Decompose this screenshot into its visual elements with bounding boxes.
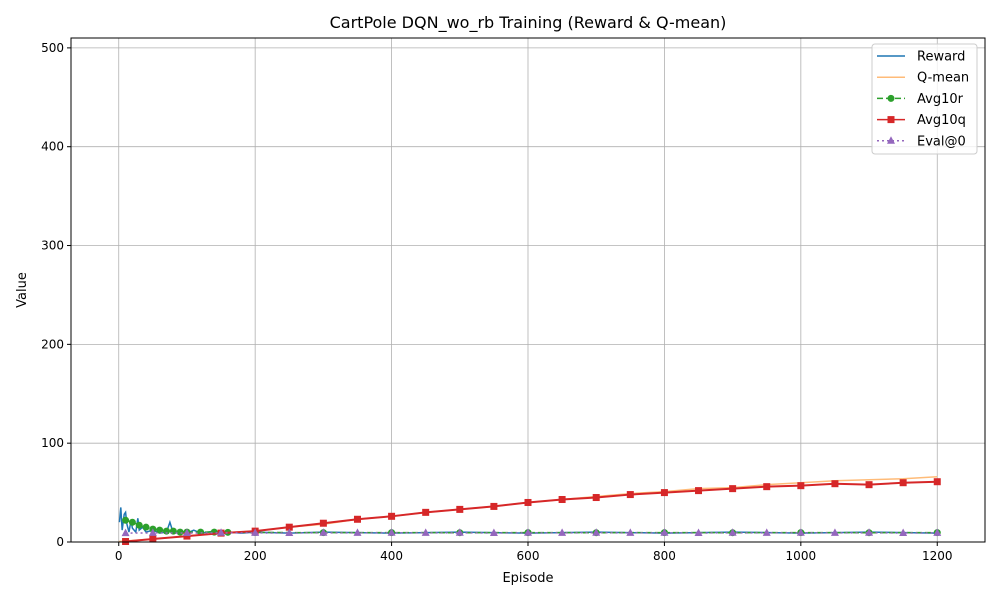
data-point-avg10q: [899, 479, 907, 487]
data-point-eval-0: [387, 528, 396, 536]
data-point-eval-0: [694, 528, 703, 537]
data-point-avg10r: [142, 523, 150, 531]
data-point-avg10r: [156, 526, 164, 534]
data-point-avg10q: [558, 496, 566, 504]
data-point-avg10q: [933, 478, 941, 486]
grid: [71, 38, 985, 543]
data-point-eval-0: [830, 528, 839, 536]
data-point-avg10q: [763, 483, 771, 491]
x-tick-label: 800: [653, 549, 676, 563]
data-point-eval-0: [353, 528, 362, 536]
legend: Reward Q-mean Avg10r Avg10q Eval@0: [871, 43, 978, 155]
x-tick-label: 1000: [786, 549, 817, 563]
data-point-avg10r: [162, 527, 170, 535]
y-axis-label: Value: [15, 272, 30, 308]
data-point-eval-0: [728, 528, 737, 536]
data-point-avg10q: [831, 480, 839, 488]
data-point-eval-0: [899, 528, 908, 537]
data-point-avg10r: [128, 518, 136, 526]
data-point-avg10r: [122, 516, 130, 524]
data-point-avg10q: [695, 487, 703, 495]
legend-item-q-mean: Q-mean: [877, 71, 969, 86]
legend-marker: [887, 94, 895, 102]
data-point-avg10q: [524, 498, 532, 506]
y-tick-label: 100: [41, 436, 64, 450]
y-tick-label: 0: [56, 535, 64, 549]
data-point-avg10q: [422, 508, 430, 516]
y-tick-label: 500: [41, 41, 64, 55]
data-point-eval-0: [489, 528, 498, 537]
data-point-avg10q: [626, 491, 634, 499]
data-point-eval-0: [865, 528, 874, 536]
y-tick-label: 300: [41, 239, 64, 253]
x-tick-label: 400: [380, 549, 403, 563]
legend-label: Q-mean: [917, 71, 969, 86]
data-point-avg10q: [319, 519, 327, 527]
data-point-avg10q: [353, 515, 361, 523]
legend-item-eval-0: Eval@0: [877, 134, 966, 149]
data-point-eval-0: [148, 528, 157, 536]
x-tick-label: 600: [517, 549, 540, 563]
data-point-avg10q: [865, 481, 873, 489]
legend-box: [871, 43, 978, 155]
legend-label: Reward: [917, 50, 965, 65]
data-point-eval-0: [421, 528, 430, 536]
chart-title: CartPole DQN_wo_rb Training (Reward & Q-…: [330, 13, 727, 33]
data-point-eval-0: [762, 528, 771, 536]
data-point-eval-0: [796, 528, 805, 536]
x-tick-label: 0: [115, 549, 123, 563]
x-tick-label: 1200: [922, 549, 953, 563]
data-point-avg10r: [176, 528, 184, 536]
plot-content: [118, 476, 942, 546]
data-point-eval-0: [182, 528, 191, 537]
y-tick-label: 200: [41, 337, 64, 351]
data-point-eval-0: [558, 528, 567, 536]
data-point-avg10q: [592, 494, 600, 502]
ticks: 0 200 400 600 800 1000 1200 0 100 200 300 400 500: [41, 41, 952, 563]
legend-label: Avg10r: [917, 92, 964, 107]
data-point-avg10q: [490, 502, 498, 510]
data-point-eval-0: [455, 528, 464, 536]
data-point-eval-0: [217, 528, 226, 536]
y-tick-label: 400: [41, 140, 64, 154]
data-point-eval-0: [121, 528, 130, 537]
legend-marker: [887, 116, 895, 124]
x-axis-label: Episode: [502, 571, 553, 586]
data-point-eval-0: [251, 528, 260, 536]
legend-item-reward: Reward: [877, 50, 965, 65]
data-point-avg10q: [149, 535, 157, 543]
series-eval-0: [121, 528, 942, 537]
data-point-avg10q: [729, 485, 737, 493]
data-point-eval-0: [626, 528, 635, 536]
data-point-eval-0: [592, 528, 601, 536]
data-point-eval-0: [524, 528, 532, 536]
legend-item-avg10q: Avg10q: [877, 113, 966, 128]
legend-label: Avg10q: [917, 113, 966, 128]
data-point-avg10q: [183, 532, 191, 540]
legend-item-avg10r: Avg10r: [877, 92, 964, 107]
legend-marker: [887, 136, 895, 144]
data-point-eval-0: [285, 528, 294, 537]
data-point-avg10q: [660, 489, 668, 497]
x-tick-label: 200: [244, 549, 267, 563]
data-point-avg10r: [135, 521, 143, 529]
data-point-eval-0: [933, 528, 942, 536]
data-point-avg10q: [285, 523, 293, 531]
data-point-avg10q: [388, 512, 396, 520]
legend-label: Eval@0: [917, 134, 966, 149]
data-point-eval-0: [660, 528, 669, 536]
data-point-avg10q: [456, 505, 464, 513]
data-point-avg10q: [797, 482, 805, 490]
data-point-eval-0: [319, 528, 328, 536]
